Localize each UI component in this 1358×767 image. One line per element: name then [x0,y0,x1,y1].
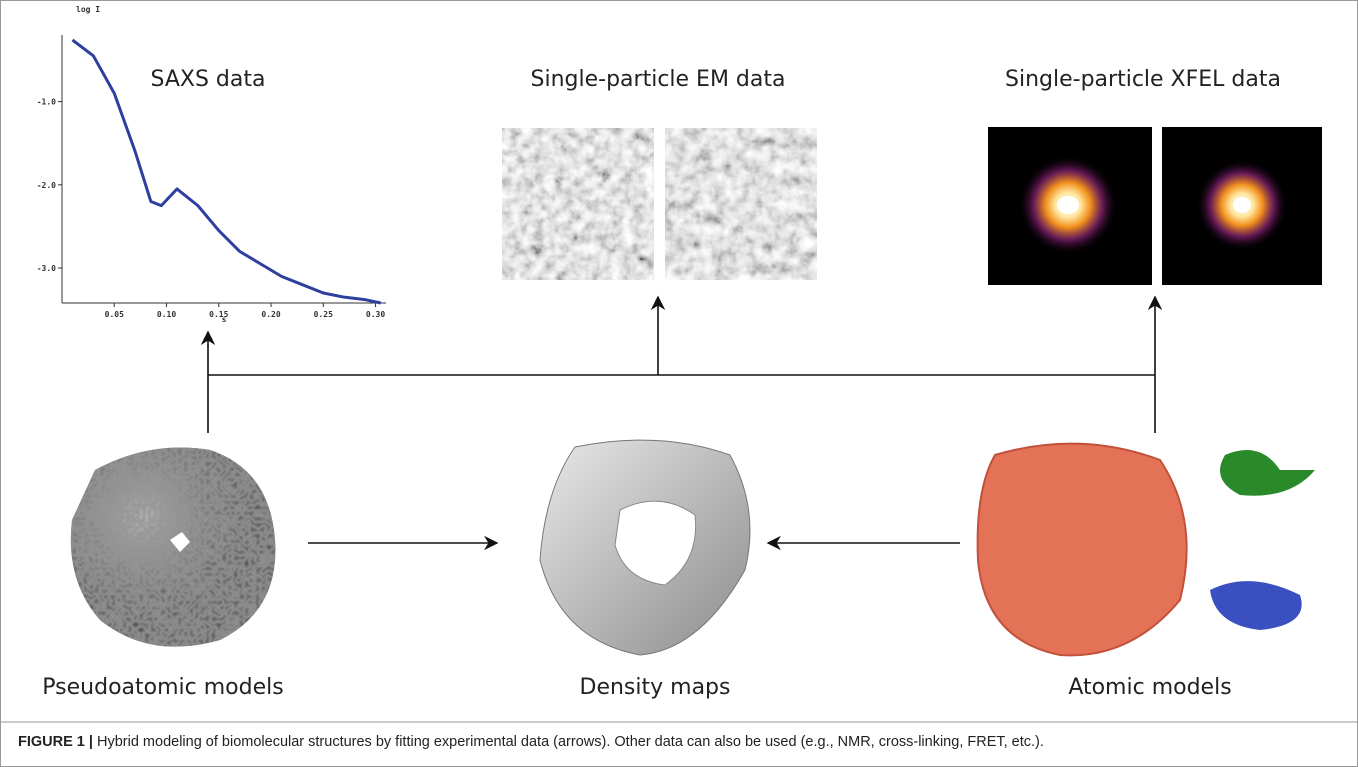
y-tick-label: -1.0 [37,98,56,107]
panel-title: Pseudoatomic models [42,675,283,700]
figure: log I s -1.0-2.0-3.00.050.100.150.200.25… [0,0,1358,767]
panel-title: Density maps [580,675,731,700]
x-tick-label: 0.15 [209,310,228,319]
y-tick-label: -3.0 [37,264,56,273]
x-tick-label: 0.30 [366,310,385,319]
pseudoatomic-model [71,448,276,647]
em-image [665,128,817,280]
y-tick-label: -2.0 [37,181,56,190]
caption-text: Hybrid modeling of biomolecular structur… [93,734,1044,750]
em-image [502,128,654,280]
y-axis-label: log I [76,5,100,14]
panel-title: Single-particle EM data [531,67,786,92]
x-tick-label: 0.20 [261,310,280,319]
x-tick-label: 0.25 [314,310,333,319]
panel-title: Single-particle XFEL data [1005,67,1281,92]
panel-title: Atomic models [1068,675,1231,700]
density-map [540,440,750,655]
atomic-model [978,444,1315,656]
x-tick-label: 0.05 [105,310,124,319]
xfel-image [988,127,1152,285]
caption: FIGURE 1 | Hybrid modeling of biomolecul… [18,734,1044,750]
panel-title: SAXS data [150,67,265,92]
caption-label: FIGURE 1 | [18,734,93,750]
page: log I s -1.0-2.0-3.00.050.100.150.200.25… [0,0,1358,767]
frame [1,1,1358,767]
xfel-image [1162,127,1322,285]
x-tick-label: 0.10 [157,310,176,319]
